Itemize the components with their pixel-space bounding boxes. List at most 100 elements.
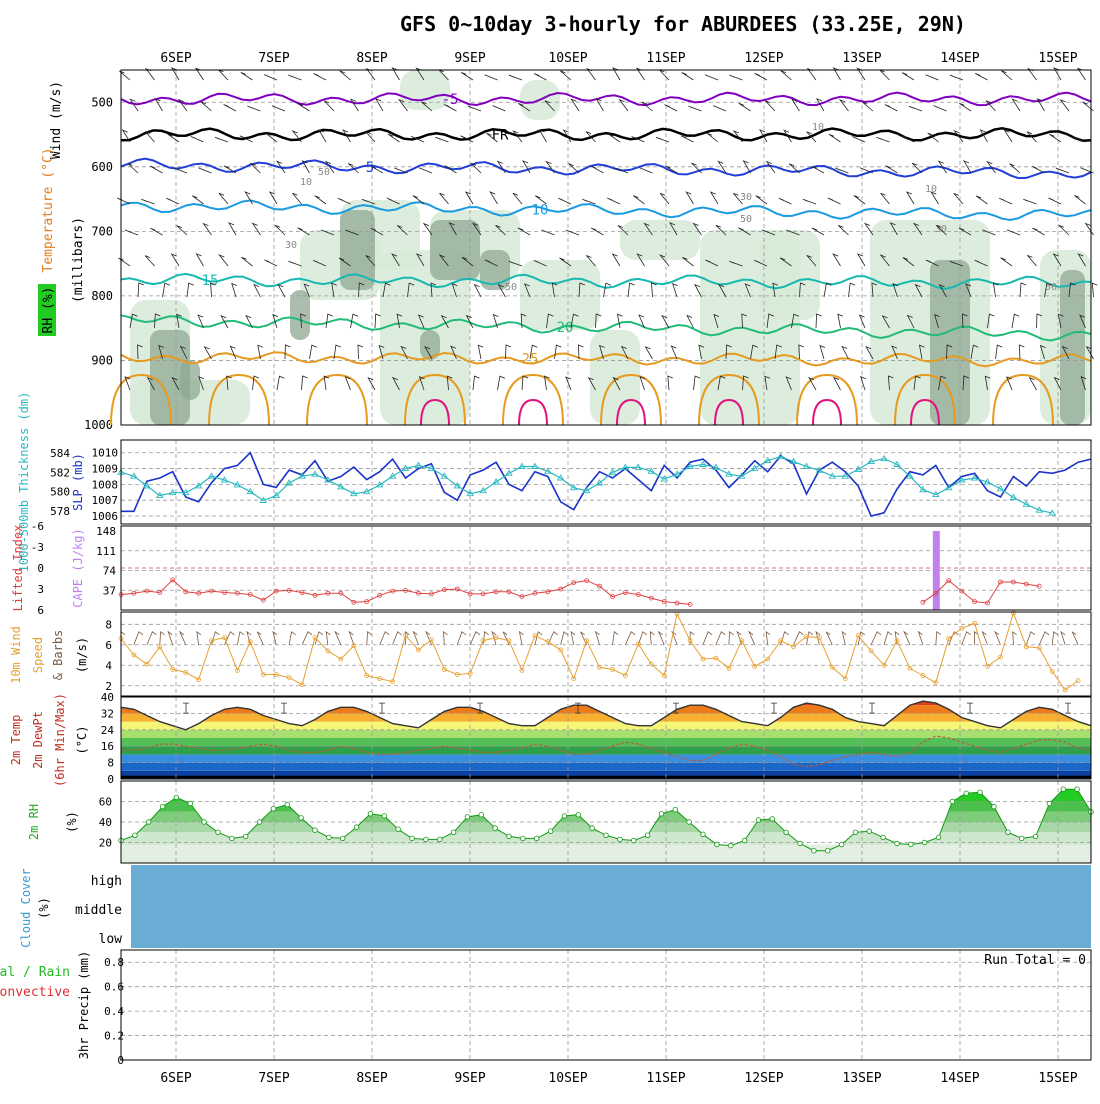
bottom-day-label-2: 8SEP <box>356 1071 387 1086</box>
wind10m-point-38 <box>610 667 615 672</box>
wind-barb-237 <box>1032 227 1045 236</box>
wind-barb-340 <box>616 313 623 329</box>
wind10m-point-1 <box>131 652 137 658</box>
wind-barb-188 <box>802 198 817 205</box>
wind-barb-298 <box>578 282 586 298</box>
wind-barb-229 <box>838 225 849 236</box>
wind-barb-272 <box>902 257 915 267</box>
wind-barb-96 <box>512 130 523 143</box>
wind-barb-49 <box>349 98 359 112</box>
total-rain-label: Total / Rain <box>0 965 70 980</box>
thickness-point-3 <box>156 491 164 499</box>
stability-frame <box>120 525 1092 611</box>
wind-barb-233 <box>936 225 947 236</box>
wind10m-barb-43 <box>671 630 678 645</box>
wind-barb-246 <box>264 259 278 267</box>
isotherm-20-line <box>120 314 1092 342</box>
surface-warm-contour-4 <box>502 373 564 426</box>
wind-barb-244 <box>218 254 229 267</box>
wind10m-point-52 <box>791 644 796 650</box>
temp2m-maxbar-9 <box>1065 702 1071 714</box>
wind-barb-207 <box>297 227 310 236</box>
wind-barb-189 <box>827 197 841 205</box>
wind10m-barb-70 <box>1025 631 1036 645</box>
wind-barb-20 <box>612 67 621 81</box>
wind-barb-436 <box>1006 376 1013 391</box>
bottom-day-label-6: 12SEP <box>744 1071 783 1086</box>
wind10m-point-31 <box>519 668 525 673</box>
wind-barb-269 <box>832 253 841 267</box>
wind10m-barb-3 <box>159 631 165 645</box>
rh-dark-area-7 <box>180 360 200 400</box>
precip-tick-0: 0.8 <box>104 956 124 969</box>
wind-barb-428 <box>808 377 817 391</box>
wind-barb-255 <box>484 259 498 267</box>
wind10m-barb-55 <box>825 631 833 645</box>
wind-barb-166 <box>268 191 278 205</box>
wind-barb-77 <box>1036 98 1045 112</box>
thickness-point-68 <box>996 484 1005 492</box>
upper-air-ytick-3: 800 <box>91 289 113 303</box>
wind-barb-254 <box>461 256 474 267</box>
rh2m-point-60 <box>949 798 956 805</box>
wind-barb-35 <box>975 73 988 81</box>
wind-barb-342 <box>661 315 670 329</box>
wind-barb-425 <box>742 375 749 391</box>
wind-barb-355 <box>987 313 995 329</box>
wind10m-barb-64 <box>948 631 959 645</box>
rh2m-base-band <box>121 844 1091 863</box>
wind10m-point-65 <box>959 626 965 631</box>
wind-barb-389 <box>841 345 849 360</box>
rh2m-point-36 <box>617 836 623 843</box>
wind-barb-323 <box>197 314 204 329</box>
rh2m-point-43 <box>714 841 720 848</box>
thickness-point-40 <box>634 463 643 470</box>
temp2m-maxbar-8 <box>967 702 973 714</box>
wind-barb-422 <box>667 375 673 391</box>
rh2m-point-16 <box>340 835 346 842</box>
wind-barb-173 <box>439 192 449 205</box>
rh2m-point-34 <box>589 825 595 831</box>
wind-barb-9 <box>339 70 351 81</box>
wind10m-barb-31 <box>518 630 524 645</box>
wind-barb-253 <box>438 254 449 267</box>
wind-barb-93 <box>435 136 449 143</box>
wind10m-barb-32 <box>534 631 543 645</box>
wind10m-barb-18 <box>348 630 355 645</box>
wind10m-barb-17 <box>334 630 342 645</box>
wind10m-point-41 <box>648 661 654 667</box>
wind-barb-149 <box>835 167 849 174</box>
thickness-point-60 <box>893 460 901 467</box>
rh2m-frame <box>120 780 1092 864</box>
wind10m-barb-26 <box>456 631 467 645</box>
wind10m-point-32 <box>532 633 538 638</box>
wind-barb-306 <box>772 282 779 298</box>
wind10m-point-18 <box>351 643 357 649</box>
temp2m-maxbar-0 <box>183 702 189 714</box>
wind-barb-438 <box>1053 376 1062 391</box>
wind-barb-387 <box>798 344 804 360</box>
wind10m-barb-27 <box>469 631 481 645</box>
wind-barb-359 <box>1079 314 1086 329</box>
wind-barb-259 <box>585 255 596 267</box>
wind-barb-221 <box>643 222 653 236</box>
wind-barb-262 <box>658 254 670 267</box>
wind-barb-384 <box>725 344 732 360</box>
wind-barb-172 <box>412 195 425 205</box>
wind10m-point-11 <box>260 672 266 677</box>
wind-barb-31 <box>879 69 890 81</box>
wind10m-point-71 <box>1036 645 1042 651</box>
rh2m-point-68 <box>1060 786 1066 792</box>
thickness-point-51 <box>776 452 785 460</box>
rh-dark-area-0 <box>150 330 190 425</box>
wind-barb-180 <box>607 197 621 205</box>
wind-barb-73 <box>933 105 947 112</box>
pressure-unit-label: (millibars) <box>71 217 86 303</box>
wind10m-point-25 <box>441 667 447 672</box>
wind-barb-64 <box>712 105 727 112</box>
wind-barb-225 <box>738 227 751 236</box>
wind10m-barb-11 <box>256 631 264 645</box>
rh2m-point-37 <box>631 837 637 844</box>
wind-barb-305 <box>744 283 751 298</box>
